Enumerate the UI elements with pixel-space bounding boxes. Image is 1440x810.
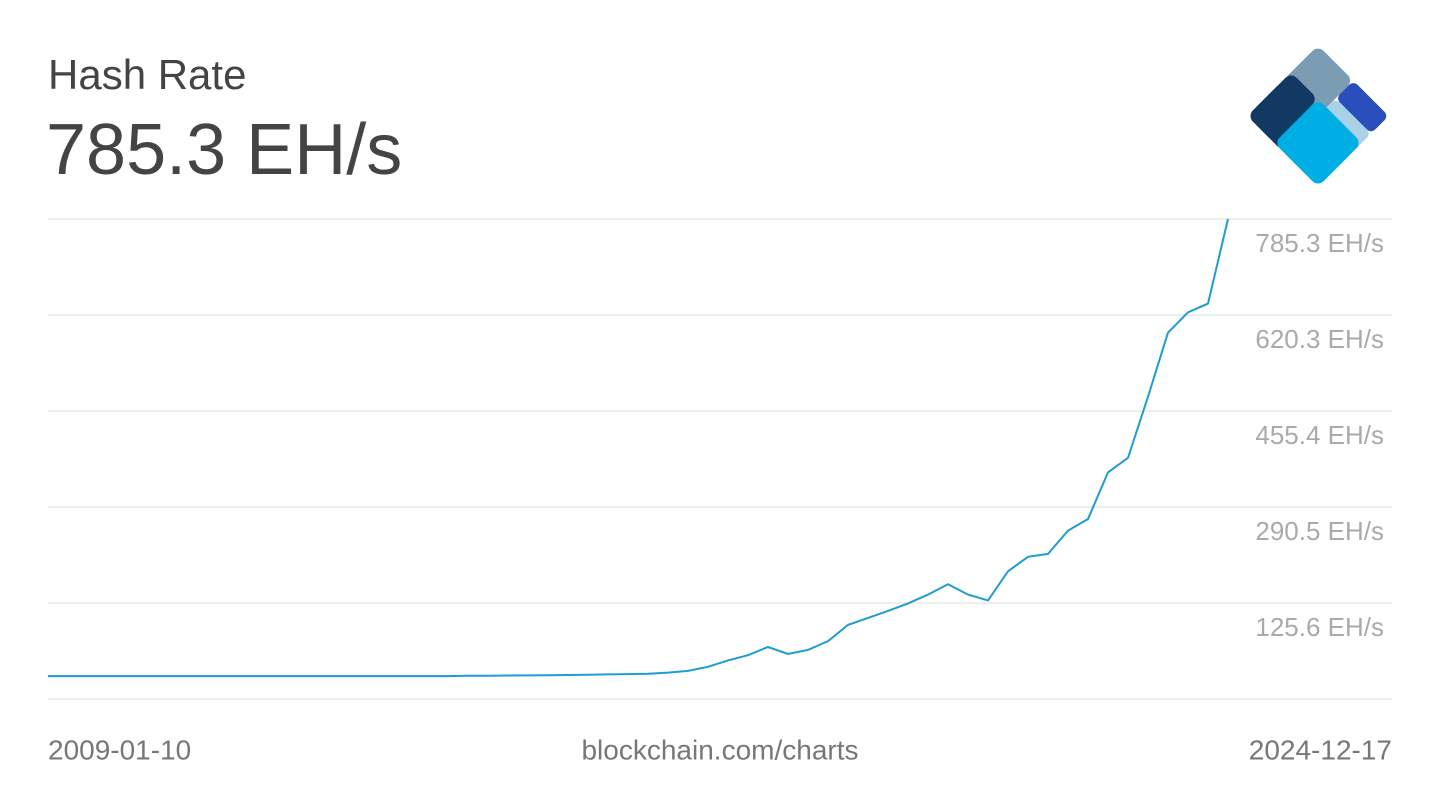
- y-tick-label: 290.5 EH/s: [1255, 516, 1384, 546]
- y-tick-label: 785.3 EH/s: [1255, 228, 1384, 258]
- x-end-label: 2024-12-17: [1249, 734, 1392, 765]
- source: blockchain.com/charts: [581, 734, 858, 765]
- chart-subtitle: 785.3 EH/s: [46, 110, 402, 190]
- logo: [1250, 48, 1387, 184]
- chart-title: Hash Rate: [48, 51, 246, 98]
- y-tick-label: 620.3 EH/s: [1255, 324, 1384, 354]
- y-tick-label: 455.4 EH/s: [1255, 420, 1384, 450]
- y-tick-label: 125.6 EH/s: [1255, 612, 1384, 642]
- x-start-label: 2009-01-10: [48, 734, 191, 765]
- line: [48, 218, 1229, 678]
